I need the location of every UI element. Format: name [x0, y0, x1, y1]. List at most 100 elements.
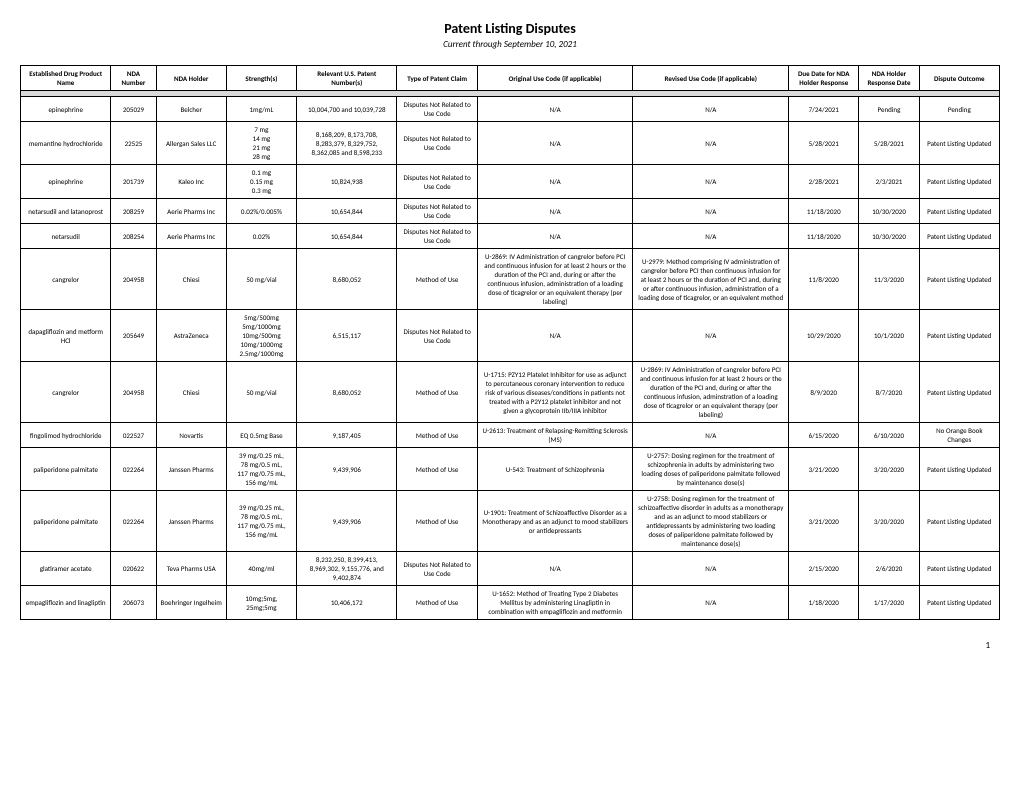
table-cell: No Orange Book Changes: [919, 423, 999, 448]
table-cell: 208259: [111, 199, 156, 224]
table-cell: Patent Listing Updated: [919, 224, 999, 249]
table-cell: 6,515,117: [297, 310, 397, 362]
table-cell: paliperidone palmitate: [21, 448, 111, 491]
table-cell: glatiramer acetate: [21, 552, 111, 586]
table-header-row: Established Drug Product Name NDA Number…: [21, 66, 1000, 91]
table-cell: Disputes Not Related to Use Code: [397, 310, 477, 362]
table-cell: 2/15/2020: [789, 552, 859, 586]
table-cell: 10/30/2020: [859, 199, 919, 224]
table-cell: 8,680,052: [297, 249, 397, 310]
table-cell: fingolimod hydrochloride: [21, 423, 111, 448]
table-cell: 10mg;5mg, 25mg;5mg: [226, 586, 296, 620]
table-cell: 11/18/2020: [789, 199, 859, 224]
table-cell: Kaleo Inc: [156, 165, 226, 199]
table-cell: 0.02%: [226, 224, 296, 249]
disputes-table: Established Drug Product Name NDA Number…: [20, 65, 1000, 620]
table-cell: Patent Listing Updated: [919, 491, 999, 552]
table-cell: dapagliflozin and metform HCl: [21, 310, 111, 362]
table-cell: N/A: [477, 165, 633, 199]
table-cell: N/A: [633, 122, 789, 165]
table-cell: 9,439,906: [297, 491, 397, 552]
table-cell: Janssen Pharms: [156, 448, 226, 491]
table-cell: N/A: [477, 552, 633, 586]
table-cell: 205029: [111, 97, 156, 122]
table-row: glatiramer acetate020622Teva Pharms USA4…: [21, 552, 1000, 586]
table-cell: cangrelor: [21, 249, 111, 310]
table-cell: U-2979: Method comprising IV administrat…: [633, 249, 789, 310]
table-cell: Patent Listing Updated: [919, 552, 999, 586]
table-cell: U-2757: Dosing regimen for the treatment…: [633, 448, 789, 491]
table-row: dapagliflozin and metform HCl205649Astra…: [21, 310, 1000, 362]
table-cell: Method of Use: [397, 423, 477, 448]
table-cell: 8,168,209, 8,173,708, 8,283,379, 8,329,7…: [297, 122, 397, 165]
table-cell: Aerie Pharms Inc: [156, 199, 226, 224]
table-cell: Patent Listing Updated: [919, 122, 999, 165]
table-cell: 10/30/2020: [859, 224, 919, 249]
table-cell: U-1715: PZY12 Platelet Inhibitor for use…: [477, 362, 633, 423]
table-cell: 10,824,938: [297, 165, 397, 199]
table-cell: 8/7/2020: [859, 362, 919, 423]
table-cell: EQ 0.5mg Base: [226, 423, 296, 448]
table-row: netarsudil208254Aerie Pharms Inc0.02%10,…: [21, 224, 1000, 249]
table-cell: Patent Listing Updated: [919, 448, 999, 491]
table-cell: Method of Use: [397, 448, 477, 491]
table-cell: 3/21/2020: [789, 448, 859, 491]
table-cell: Pending: [859, 97, 919, 122]
table-cell: 50 mg/vial: [226, 249, 296, 310]
table-cell: Aerie Pharms Inc: [156, 224, 226, 249]
table-cell: U-1652: Method of Treating Type 2 Diabet…: [477, 586, 633, 620]
table-row: memantine hydrochloride22525Allergan Sal…: [21, 122, 1000, 165]
page-title: Patent Listing Disputes: [20, 20, 1000, 37]
table-cell: Disputes Not Related to Use Code: [397, 224, 477, 249]
table-cell: netarsudil and latanoprost: [21, 199, 111, 224]
table-cell: 9,439,906: [297, 448, 397, 491]
table-cell: memantine hydrochloride: [21, 122, 111, 165]
table-cell: N/A: [633, 310, 789, 362]
table-cell: Disputes Not Related to Use Code: [397, 122, 477, 165]
table-cell: Chiesi: [156, 362, 226, 423]
table-cell: N/A: [633, 97, 789, 122]
table-cell: U-1901: Treatment of Schizoaffective Dis…: [477, 491, 633, 552]
table-cell: N/A: [633, 552, 789, 586]
table-cell: 201739: [111, 165, 156, 199]
table-cell: N/A: [633, 199, 789, 224]
table-cell: Method of Use: [397, 249, 477, 310]
table-cell: 0.1 mg 0.15 mg 0.3 mg: [226, 165, 296, 199]
table-cell: 10/29/2020: [789, 310, 859, 362]
table-cell: Disputes Not Related to Use Code: [397, 199, 477, 224]
table-cell: 8,232,250, 8,399,413, 8,969,302, 9,155,7…: [297, 552, 397, 586]
table-cell: 7/24/2021: [789, 97, 859, 122]
table-cell: 11/8/2020: [789, 249, 859, 310]
table-cell: N/A: [633, 586, 789, 620]
col-header: Type of Patent Claim: [397, 66, 477, 91]
table-cell: cangrelor: [21, 362, 111, 423]
table-cell: 022264: [111, 491, 156, 552]
table-row: paliperidone palmitate022264Janssen Phar…: [21, 491, 1000, 552]
table-cell: N/A: [477, 122, 633, 165]
table-cell: Patent Listing Updated: [919, 586, 999, 620]
table-cell: 3/20/2020: [859, 491, 919, 552]
table-cell: 50 mg/vial: [226, 362, 296, 423]
table-cell: 3/20/2020: [859, 448, 919, 491]
table-cell: N/A: [477, 224, 633, 249]
table-row: empagliflozin and linagliptin206073Boehr…: [21, 586, 1000, 620]
table-cell: Disputes Not Related to Use Code: [397, 552, 477, 586]
col-header: Revised Use Code (if applicable): [633, 66, 789, 91]
table-cell: 3/21/2020: [789, 491, 859, 552]
table-cell: 11/3/2020: [859, 249, 919, 310]
table-cell: Janssen Pharms: [156, 491, 226, 552]
table-cell: 22525: [111, 122, 156, 165]
table-cell: 10,654,844: [297, 199, 397, 224]
table-row: fingolimod hydrochloride022527NovartisEQ…: [21, 423, 1000, 448]
table-cell: 5/28/2021: [859, 122, 919, 165]
table-cell: Patent Listing Updated: [919, 199, 999, 224]
table-cell: 40mg/ml: [226, 552, 296, 586]
table-cell: Boehringer Ingelheim: [156, 586, 226, 620]
table-cell: 10/1/2020: [859, 310, 919, 362]
col-header: Due Date for NDA Holder Response: [789, 66, 859, 91]
page-subtitle: Current through September 10, 2021: [20, 39, 1000, 50]
table-cell: Patent Listing Updated: [919, 362, 999, 423]
table-cell: 0.02%/0.005%: [226, 199, 296, 224]
table-cell: U-543: Treatment of Schizophrenia: [477, 448, 633, 491]
col-header: Established Drug Product Name: [21, 66, 111, 91]
